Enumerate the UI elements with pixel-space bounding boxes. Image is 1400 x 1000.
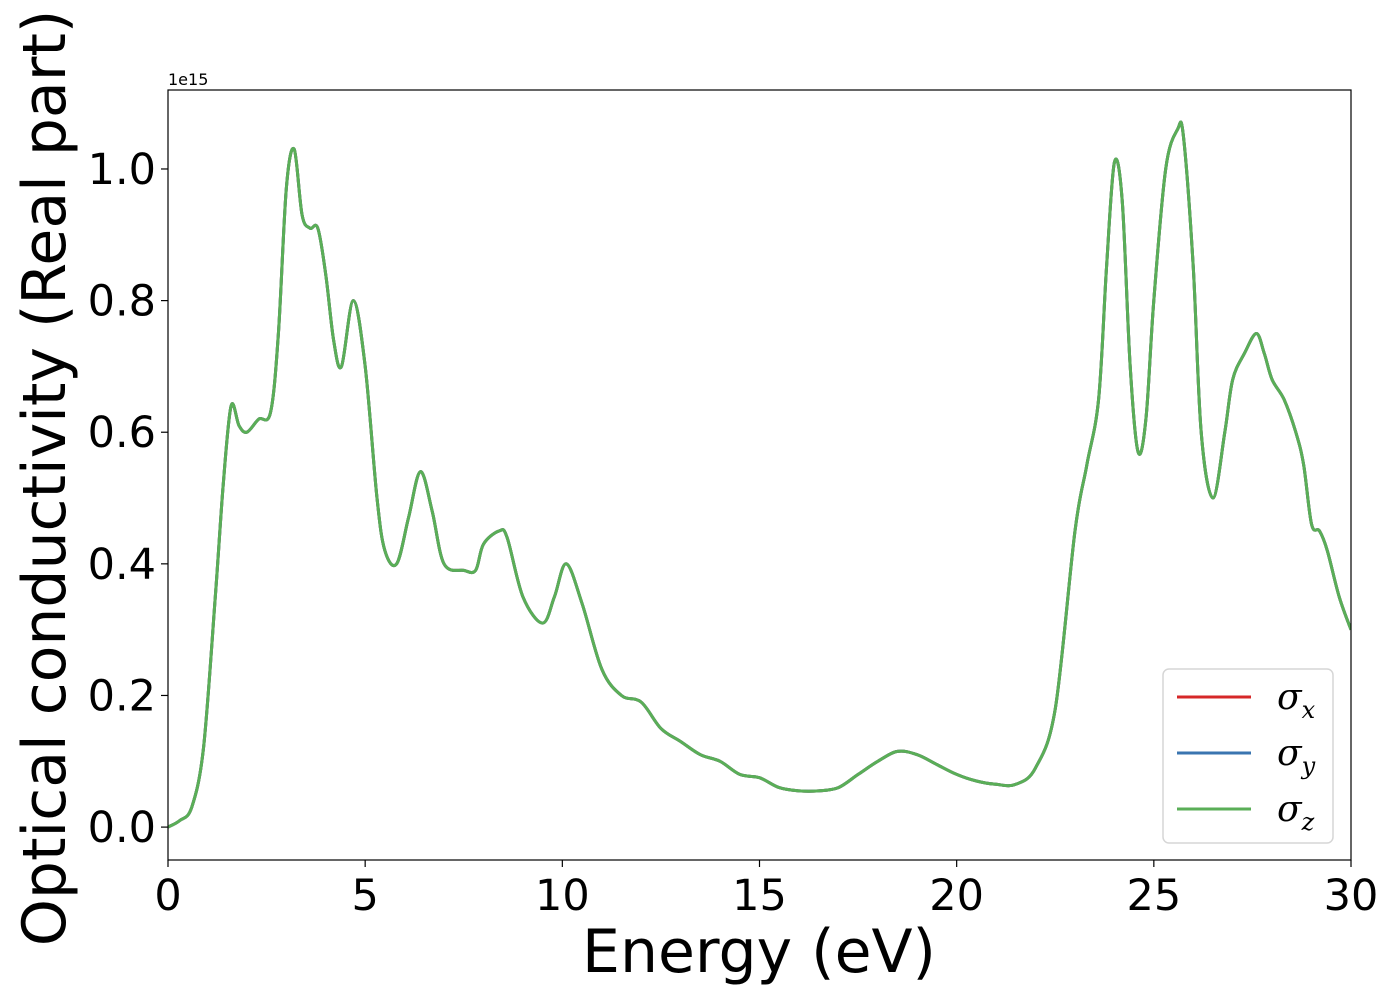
y-tick-label: 1.0 (88, 145, 156, 195)
x-tick-label: 10 (535, 871, 590, 921)
legend: σx σy σz (1162, 668, 1334, 844)
x-tick-label: 15 (732, 871, 787, 921)
legend-label-y: σy (1277, 733, 1316, 780)
x-tick-label: 25 (1126, 871, 1181, 921)
x-tick-label: 5 (351, 871, 378, 921)
y-offset-label: 1e15 (168, 70, 208, 89)
x-tick-label: 0 (154, 871, 181, 921)
y-axis-title: Optical conductivity (Real part) (10, 10, 80, 947)
x-axis-title: Energy (eV) (582, 917, 936, 987)
x-tick-label: 30 (1324, 871, 1379, 921)
y-tick-label: 0.2 (88, 671, 156, 721)
legend-label-z: σz (1277, 789, 1315, 836)
x-tick-label: 20 (929, 871, 984, 921)
y-tick-label: 0.6 (88, 408, 156, 458)
y-tick-label: 0.8 (88, 277, 156, 327)
axis-ticks: 0 5 10 15 20 25 30 0.0 0.2 0.4 0.6 0.8 1.0 (88, 145, 1379, 921)
y-tick-label: 0.4 (88, 540, 156, 590)
y-tick-label: 0.0 (88, 803, 156, 853)
legend-label-x: σx (1277, 677, 1316, 724)
plot-area (168, 120, 1351, 829)
legend-frame (1162, 668, 1334, 844)
series-line-z (168, 120, 1351, 829)
